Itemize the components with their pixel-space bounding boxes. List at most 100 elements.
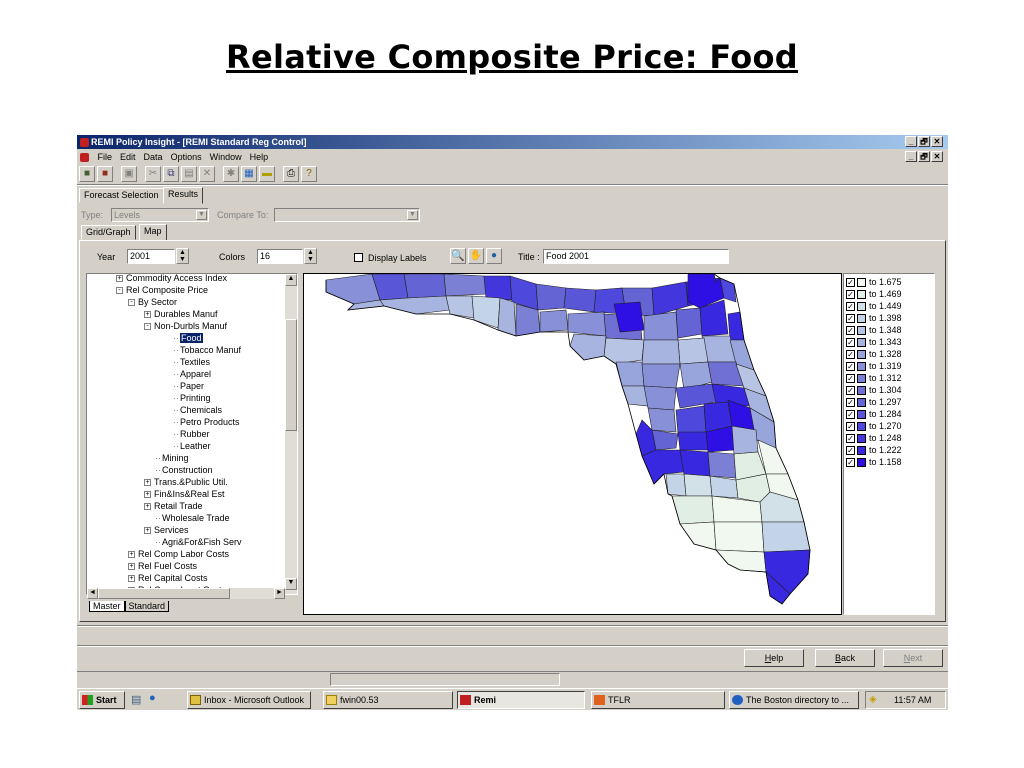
task-remi[interactable]: Remi <box>457 691 585 709</box>
legend-checkbox[interactable]: ✓ <box>846 409 855 419</box>
start-button[interactable]: Start <box>79 691 125 709</box>
tree-node[interactable]: + Rel Capital Costs <box>128 573 208 584</box>
task-boston[interactable]: The Boston directory to ... <box>729 691 859 709</box>
menu-data[interactable]: Data <box>143 152 163 162</box>
scroll-left-icon[interactable]: ◄ <box>87 588 98 599</box>
tree-node[interactable]: ··Textiles <box>173 357 210 368</box>
copy-icon[interactable]: ⧉ <box>163 166 179 182</box>
tree-node[interactable]: + Retail Trade <box>144 501 203 512</box>
tab-results[interactable]: Results <box>163 187 204 204</box>
task-fwin[interactable]: fwin00.53 <box>323 691 453 709</box>
zoom-icon[interactable]: 🔍 <box>450 248 466 264</box>
tree-node[interactable]: + Fin&Ins&Real Est <box>144 489 225 500</box>
tab-map[interactable]: Map <box>139 224 167 241</box>
tree-node[interactable]: ··Petro Products <box>173 417 240 428</box>
run-icon[interactable]: ✱ <box>223 166 239 182</box>
legend-checkbox[interactable]: ✓ <box>846 337 855 347</box>
next-button[interactable]: Next <box>883 649 943 667</box>
save-icon[interactable]: ▣ <box>121 166 137 182</box>
tree-node[interactable]: ·· Food <box>173 333 203 344</box>
compare-dropdown[interactable]: ▼ <box>274 208 420 222</box>
report-icon[interactable]: ▬ <box>259 166 275 182</box>
tab-forecast-selection[interactable]: Forecast Selection <box>79 188 164 203</box>
collapse-icon[interactable]: - <box>128 299 135 307</box>
year-input[interactable]: 2001 <box>127 249 175 264</box>
expand-icon[interactable]: + <box>144 491 151 499</box>
expand-icon[interactable]: + <box>128 563 135 571</box>
expand-icon[interactable]: + <box>144 479 151 487</box>
legend-checkbox[interactable]: ✓ <box>846 277 855 287</box>
expand-icon[interactable]: + <box>144 503 151 511</box>
help-icon[interactable]: ? <box>301 166 317 182</box>
scroll-down-icon[interactable]: ▼ <box>285 578 297 590</box>
menu-edit[interactable]: Edit <box>120 152 136 162</box>
tab-grid-graph[interactable]: Grid/Graph <box>81 225 136 240</box>
legend-checkbox[interactable]: ✓ <box>846 397 855 407</box>
legend-checkbox[interactable]: ✓ <box>846 301 855 311</box>
tree-node[interactable]: ··Tobacco Manuf <box>173 345 241 356</box>
tree-node[interactable]: - By Sector <box>128 297 177 308</box>
globe-icon[interactable]: ● <box>486 248 502 264</box>
legend-checkbox[interactable]: ✓ <box>846 433 855 443</box>
tree-hscrollbar[interactable]: ◄ ► <box>87 588 285 599</box>
window-titlebar[interactable]: REMI Policy Insight - [REMI Standard Reg… <box>77 135 948 149</box>
tree-node[interactable]: ··Paper <box>173 381 204 392</box>
paste-icon[interactable]: ▤ <box>181 166 197 182</box>
restore-button[interactable]: 🗗 <box>918 136 930 147</box>
table-icon[interactable]: ▦ <box>241 166 257 182</box>
back-button[interactable]: Back <box>815 649 875 667</box>
tree-node[interactable]: ··Wholesale Trade <box>155 513 230 524</box>
tree-node[interactable]: + Rel Comp Labor Costs <box>128 549 229 560</box>
legend-checkbox[interactable]: ✓ <box>846 289 855 299</box>
mdi-restore-button[interactable]: 🗗 <box>918 151 930 162</box>
legend-checkbox[interactable]: ✓ <box>846 445 855 455</box>
colors-input[interactable]: 16 <box>257 249 303 264</box>
expand-icon[interactable]: + <box>144 527 151 535</box>
tree-tab-standard[interactable]: Standard <box>124 601 170 612</box>
mdi-close-button[interactable]: ✕ <box>931 151 943 162</box>
delete-icon[interactable]: ✕ <box>199 166 215 182</box>
tree-scroll-thumb[interactable] <box>285 319 297 431</box>
menu-options[interactable]: Options <box>170 152 202 162</box>
cut-icon[interactable]: ✂ <box>145 166 161 182</box>
tree-hscroll-thumb[interactable] <box>98 588 230 599</box>
tree-node[interactable]: + Services <box>144 525 189 536</box>
tree-node[interactable]: ··Rubber <box>173 429 210 440</box>
legend-checkbox[interactable]: ✓ <box>846 361 855 371</box>
collapse-icon[interactable]: - <box>116 287 123 295</box>
pan-hand-icon[interactable]: ✋ <box>468 248 484 264</box>
legend-checkbox[interactable]: ✓ <box>846 385 855 395</box>
tree-node[interactable]: ··Apparel <box>173 369 211 380</box>
browser-icon[interactable]: ● <box>149 692 156 704</box>
task-outlook[interactable]: Inbox - Microsoft Outlook <box>187 691 311 709</box>
open-icon[interactable]: ■ <box>79 166 95 182</box>
legend-checkbox[interactable]: ✓ <box>846 457 855 467</box>
scroll-up-icon[interactable]: ▲ <box>285 274 297 286</box>
task-tflr[interactable]: TFLR <box>591 691 725 709</box>
display-labels-checkbox[interactable] <box>354 253 363 262</box>
legend-checkbox[interactable]: ✓ <box>846 349 855 359</box>
year-spinner[interactable]: ▲ ▼ <box>176 248 189 264</box>
tree-node[interactable]: - Rel Composite Price <box>116 285 208 296</box>
legend-checkbox[interactable]: ✓ <box>846 421 855 431</box>
tree-node[interactable]: ··Construction <box>155 465 213 476</box>
florida-county-map[interactable] <box>304 273 841 614</box>
show-desktop-icon[interactable]: ▤ <box>131 694 142 706</box>
save-model-icon[interactable]: ■ <box>97 166 113 182</box>
tree-node[interactable]: + Commodity Access Index <box>116 274 227 284</box>
collapse-icon[interactable]: - <box>144 323 151 331</box>
tree-node[interactable]: ··Printing <box>173 393 211 404</box>
tree-node[interactable]: ··Agri&For&Fish Serv <box>155 537 242 548</box>
expand-icon[interactable]: + <box>128 551 135 559</box>
mdi-minimize-button[interactable]: _ <box>905 151 917 162</box>
tree-tab-master[interactable]: Master <box>89 601 125 612</box>
expand-icon[interactable]: + <box>128 575 135 583</box>
tree-node[interactable]: ··Chemicals <box>173 405 222 416</box>
menu-window[interactable]: Window <box>209 152 242 162</box>
expand-icon[interactable]: + <box>144 311 151 319</box>
menu-file[interactable]: File <box>97 152 113 162</box>
tree-node[interactable]: + Durables Manuf <box>144 309 218 320</box>
legend-checkbox[interactable]: ✓ <box>846 373 855 383</box>
help-button[interactable]: Help <box>744 649 804 667</box>
tree-node[interactable]: ··Leather <box>173 441 211 452</box>
